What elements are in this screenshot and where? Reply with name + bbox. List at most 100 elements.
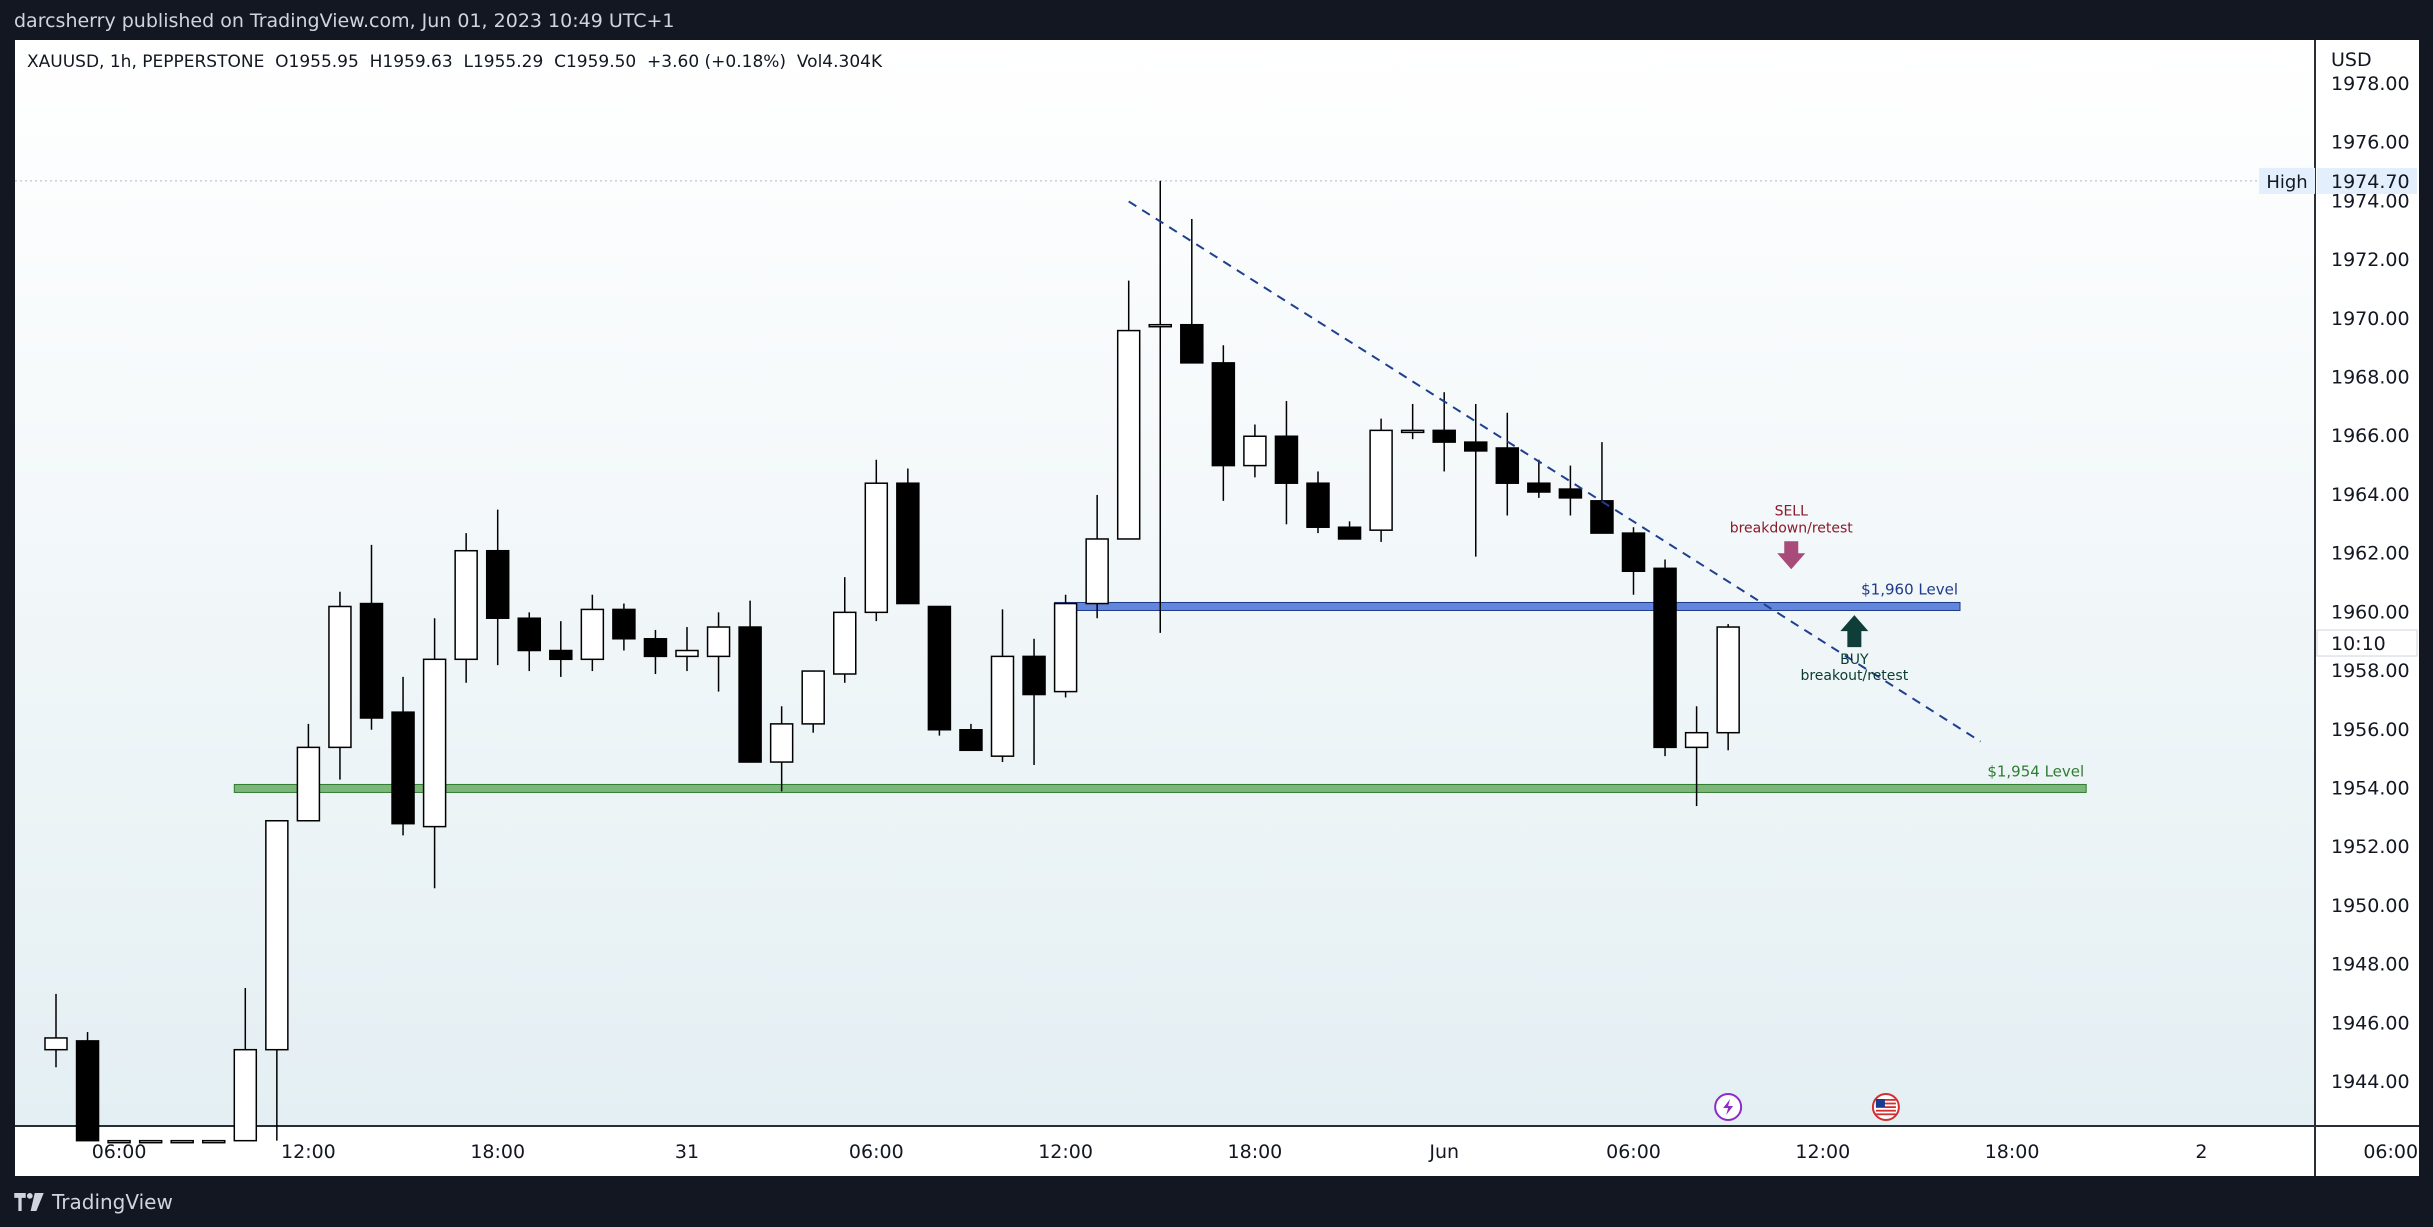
- x-tick-label: 12:00: [1795, 1141, 1850, 1163]
- candle-body[interactable]: [265, 819, 289, 1051]
- y-tick-label: 1958.00: [2331, 660, 2410, 682]
- price-countdown-tag: [2316, 629, 2418, 657]
- candle-body[interactable]: [833, 611, 857, 675]
- sell-arrow-icon: [1777, 541, 1806, 570]
- candle-body[interactable]: [896, 482, 920, 605]
- candle-body[interactable]: [801, 670, 825, 725]
- symbol-info-line: XAUUSD, 1h, PEPPERSTONE O1955.95 H1959.6…: [27, 52, 883, 72]
- y-tick-label: 1960.00: [2331, 601, 2410, 623]
- candle-body[interactable]: [675, 649, 699, 658]
- candle-body[interactable]: [990, 655, 1015, 757]
- publish-info: darcsherry published on TradingView.com,…: [14, 10, 675, 32]
- y-tick-label: 1952.00: [2331, 836, 2410, 858]
- candle-body[interactable]: [328, 605, 352, 749]
- flag-canton: [1875, 1099, 1885, 1107]
- candle-body[interactable]: [107, 1139, 131, 1144]
- candle-body[interactable]: [1085, 538, 1109, 605]
- plot-background: [15, 40, 2315, 1126]
- candle-body[interactable]: [1180, 323, 1204, 364]
- candle-body[interactable]: [1053, 602, 1078, 693]
- level-zone-0[interactable]: [1054, 601, 1961, 611]
- x-tick-label: 06:00: [2363, 1141, 2418, 1163]
- time-axis-background: [15, 1126, 2419, 1176]
- tradingview-brand[interactable]: TradingView: [14, 1190, 173, 1214]
- brand-name: TradingView: [52, 1190, 173, 1214]
- price-countdown-label: 10:10: [2331, 633, 2386, 655]
- flag-stripe: [1875, 1106, 1896, 1108]
- candle-body[interactable]: [927, 605, 952, 731]
- candle-body[interactable]: [75, 1040, 100, 1142]
- candle-body[interactable]: [233, 1048, 258, 1142]
- candle-body[interactable]: [738, 626, 762, 763]
- candle-body[interactable]: [1337, 526, 1362, 540]
- candle-body[interactable]: [1243, 435, 1267, 467]
- flag-stripe: [1875, 1099, 1896, 1101]
- candle-body[interactable]: [1684, 731, 1709, 749]
- candle-body[interactable]: [517, 617, 541, 652]
- y-tick-label: 1948.00: [2331, 954, 2410, 976]
- candle-body[interactable]: [959, 729, 983, 752]
- candle-body[interactable]: [1211, 362, 1236, 467]
- candle-body[interactable]: [612, 608, 636, 640]
- candle-body[interactable]: [1432, 429, 1456, 443]
- candle-body[interactable]: [1369, 429, 1393, 531]
- y-tick-label: 1944.00: [2331, 1071, 2410, 1093]
- level-label-0: $1,960 Level: [1861, 580, 1958, 598]
- candle-body[interactable]: [1716, 626, 1740, 734]
- price-axis-background: [2315, 40, 2419, 1126]
- buy-subtitle: breakout/retest: [1800, 668, 1908, 684]
- y-tick-label: 1962.00: [2331, 543, 2410, 565]
- y-tick-label: 1978.00: [2331, 73, 2410, 95]
- candle-body[interactable]: [1464, 441, 1488, 452]
- footer-bar: TradingView: [0, 1176, 2433, 1227]
- lightning-event-icon[interactable]: [1714, 1093, 1743, 1121]
- candle-body[interactable]: [580, 608, 605, 661]
- candle-body[interactable]: [1400, 429, 1425, 434]
- candle-body[interactable]: [485, 549, 510, 619]
- candle-body[interactable]: [1653, 567, 1677, 749]
- candle-body[interactable]: [1274, 435, 1299, 484]
- candle-body[interactable]: [549, 649, 573, 661]
- high-marker-label: High: [2266, 172, 2307, 193]
- dashed-trendline[interactable]: [1128, 200, 1982, 743]
- candle-body[interactable]: [454, 549, 478, 661]
- level-zone-1[interactable]: [233, 783, 2087, 793]
- candle-body[interactable]: [1306, 482, 1330, 528]
- candle-body[interactable]: [1590, 500, 1614, 534]
- buy-title: BUY: [1840, 652, 1869, 668]
- flag-stripe: [1875, 1113, 1896, 1116]
- candlestick-chart[interactable]: $1,960 Level $1,954 Level SELLbreakdown/r…: [15, 40, 2419, 1176]
- x-tick-label: 18:00: [470, 1141, 525, 1163]
- candle-body[interactable]: [44, 1037, 68, 1051]
- level-label-1: $1,954 Level: [1987, 762, 2084, 780]
- candle-body[interactable]: [296, 746, 321, 822]
- candle-body[interactable]: [1558, 488, 1583, 499]
- x-tick-label: 18:00: [1985, 1141, 2040, 1163]
- x-tick-label: 31: [675, 1141, 699, 1163]
- candle-body[interactable]: [391, 711, 415, 825]
- y-tick-label: 1970.00: [2331, 308, 2410, 330]
- candle-body[interactable]: [170, 1139, 194, 1144]
- candle-body[interactable]: [1116, 329, 1141, 540]
- candle-body[interactable]: [1022, 655, 1046, 696]
- x-tick-label: Jun: [1428, 1141, 1459, 1163]
- lightning-glyph: [1723, 1099, 1734, 1115]
- candle-body[interactable]: [864, 482, 889, 614]
- us-flag-event-icon[interactable]: [1871, 1093, 1900, 1121]
- candle-body[interactable]: [769, 723, 794, 763]
- candle-body[interactable]: [706, 626, 731, 658]
- candle-body[interactable]: [359, 602, 384, 719]
- candle-body[interactable]: [202, 1139, 226, 1144]
- candle-body[interactable]: [643, 638, 668, 658]
- tradingview-logo-icon: [14, 1193, 44, 1211]
- y-tick-label: 1946.00: [2331, 1012, 2410, 1034]
- candle-body[interactable]: [1495, 447, 1520, 484]
- candle-body[interactable]: [422, 658, 447, 828]
- candle-body[interactable]: [138, 1139, 163, 1144]
- candle-body[interactable]: [1621, 532, 1646, 573]
- x-tick-label: 12:00: [281, 1141, 336, 1163]
- candle-body[interactable]: [1148, 323, 1172, 328]
- candle-body[interactable]: [1527, 482, 1551, 493]
- x-tick-label: 06:00: [849, 1141, 904, 1163]
- y-tick-label: 1964.00: [2331, 484, 2410, 506]
